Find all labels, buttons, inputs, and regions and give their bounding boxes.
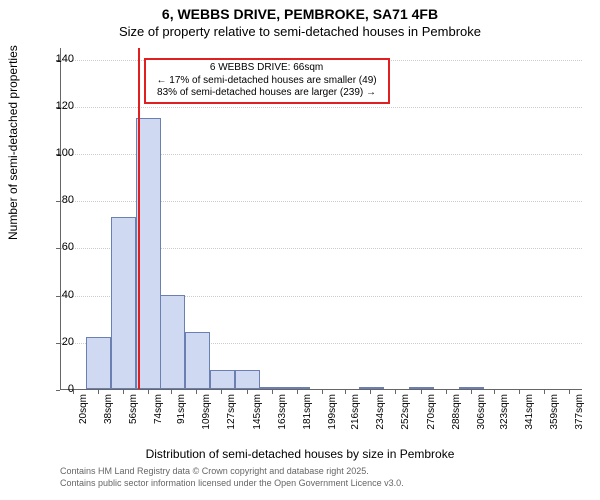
- xtick-mark: [544, 390, 545, 394]
- xtick-label: 127sqm: [226, 394, 237, 444]
- xtick-label: 341sqm: [524, 394, 535, 444]
- xtick-mark: [471, 390, 472, 394]
- property-marker-line: [138, 48, 140, 389]
- xtick-mark: [446, 390, 447, 394]
- xtick-mark: [395, 390, 396, 394]
- xtick-label: 145sqm: [252, 394, 263, 444]
- xtick-mark: [73, 390, 74, 394]
- xtick-label: 109sqm: [201, 394, 212, 444]
- histogram-bar: [285, 387, 310, 389]
- histogram-bar: [111, 217, 136, 389]
- annotation-title: 6 WEBBS DRIVE: 66sqm: [150, 62, 384, 75]
- histogram-bar: [235, 370, 260, 389]
- ytick-label: 100: [44, 147, 74, 159]
- xtick-mark: [345, 390, 346, 394]
- xtick-label: 216sqm: [350, 394, 361, 444]
- footer-attribution-1: Contains HM Land Registry data © Crown c…: [60, 466, 369, 476]
- y-axis-label: Number of semi-detached properties: [6, 45, 20, 240]
- annotation-larger: 83% of semi-detached houses are larger (…: [150, 87, 384, 100]
- histogram-bar: [409, 387, 434, 389]
- x-axis-label: Distribution of semi-detached houses by …: [0, 447, 600, 461]
- xtick-mark: [148, 390, 149, 394]
- histogram-bar: [185, 332, 210, 389]
- xtick-mark: [98, 390, 99, 394]
- xtick-label: 56sqm: [128, 394, 139, 444]
- xtick-mark: [494, 390, 495, 394]
- ytick-label: 0: [44, 383, 74, 395]
- xtick-label: 163sqm: [277, 394, 288, 444]
- plot-area: 6 WEBBS DRIVE: 66sqm← 17% of semi-detach…: [60, 48, 582, 390]
- xtick-mark: [196, 390, 197, 394]
- ytick-label: 60: [44, 241, 74, 253]
- xtick-mark: [370, 390, 371, 394]
- ytick-label: 80: [44, 194, 74, 206]
- xtick-label: 252sqm: [400, 394, 411, 444]
- xtick-label: 377sqm: [574, 394, 585, 444]
- xtick-label: 181sqm: [302, 394, 313, 444]
- xtick-label: 38sqm: [103, 394, 114, 444]
- xtick-label: 20sqm: [78, 394, 89, 444]
- histogram-bar: [86, 337, 111, 389]
- annotation-box: 6 WEBBS DRIVE: 66sqm← 17% of semi-detach…: [144, 58, 390, 104]
- xtick-mark: [421, 390, 422, 394]
- xtick-mark: [247, 390, 248, 394]
- xtick-mark: [221, 390, 222, 394]
- xtick-mark: [123, 390, 124, 394]
- xtick-mark: [569, 390, 570, 394]
- chart-title: 6, WEBBS DRIVE, PEMBROKE, SA71 4FB: [0, 6, 600, 22]
- ytick-label: 40: [44, 289, 74, 301]
- xtick-label: 288sqm: [451, 394, 462, 444]
- xtick-mark: [272, 390, 273, 394]
- xtick-label: 91sqm: [176, 394, 187, 444]
- chart-subtitle: Size of property relative to semi-detach…: [0, 24, 600, 39]
- xtick-label: 323sqm: [499, 394, 510, 444]
- histogram-bar: [136, 118, 161, 389]
- xtick-mark: [322, 390, 323, 394]
- xtick-mark: [171, 390, 172, 394]
- ytick-label: 140: [44, 53, 74, 65]
- xtick-label: 74sqm: [153, 394, 164, 444]
- histogram-bar: [160, 295, 185, 389]
- histogram-bar: [359, 387, 384, 389]
- xtick-label: 199sqm: [327, 394, 338, 444]
- annotation-smaller: ← 17% of semi-detached houses are smalle…: [150, 75, 384, 88]
- ytick-label: 20: [44, 336, 74, 348]
- ytick-label: 120: [44, 100, 74, 112]
- xtick-mark: [519, 390, 520, 394]
- property-size-chart: 6, WEBBS DRIVE, PEMBROKE, SA71 4FB Size …: [0, 0, 600, 500]
- xtick-label: 270sqm: [426, 394, 437, 444]
- xtick-label: 234sqm: [375, 394, 386, 444]
- footer-attribution-2: Contains public sector information licen…: [60, 478, 404, 488]
- histogram-bar: [459, 387, 484, 389]
- xtick-mark: [297, 390, 298, 394]
- xtick-label: 306sqm: [476, 394, 487, 444]
- histogram-bar: [260, 387, 285, 389]
- histogram-bar: [210, 370, 235, 389]
- xtick-label: 359sqm: [549, 394, 560, 444]
